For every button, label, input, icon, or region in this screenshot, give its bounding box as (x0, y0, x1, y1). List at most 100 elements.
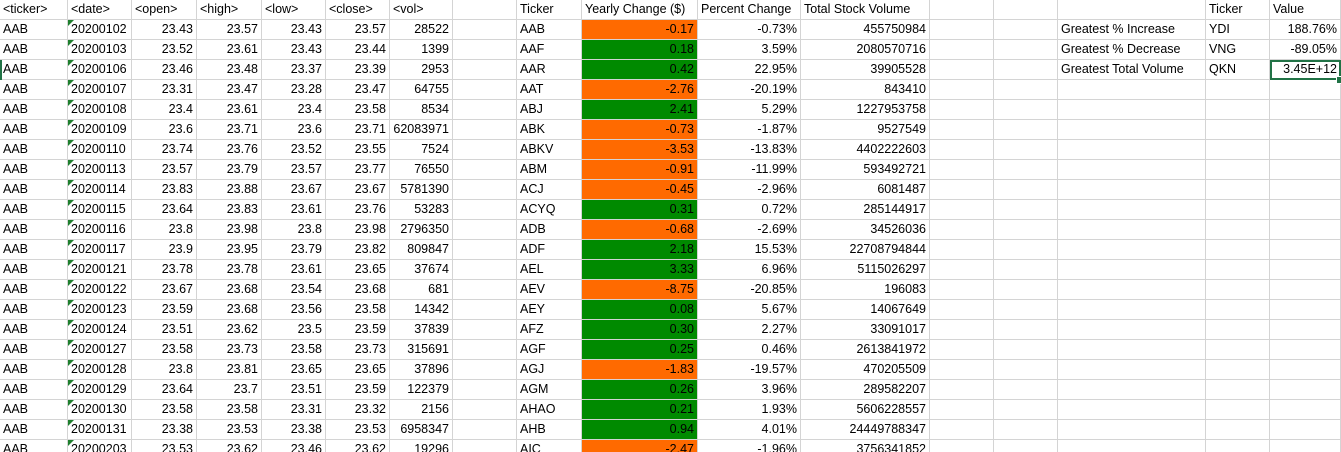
value-cell[interactable]: 23.6 (262, 120, 326, 140)
value-cell[interactable]: 23.31 (262, 400, 326, 420)
value-cell[interactable]: 23.52 (262, 140, 326, 160)
total-volume-cell[interactable]: 24449788347 (801, 420, 930, 440)
ticker-cell[interactable]: AAB (0, 260, 68, 280)
value-cell[interactable]: 23.77 (326, 160, 390, 180)
percent-change-cell[interactable]: 1.93% (698, 400, 801, 420)
summary-ticker-cell[interactable]: AAF (517, 40, 582, 60)
value-cell[interactable]: 28522 (390, 20, 453, 40)
empty-cell[interactable] (1206, 240, 1270, 260)
empty-cell[interactable] (930, 300, 994, 320)
value-cell[interactable]: 23.59 (326, 320, 390, 340)
value-cell[interactable]: 23.62 (326, 440, 390, 452)
summary-ticker-cell[interactable]: ABM (517, 160, 582, 180)
empty-cell[interactable] (1270, 200, 1341, 220)
value-cell[interactable]: 7524 (390, 140, 453, 160)
empty-cell[interactable] (453, 360, 517, 380)
value-cell[interactable]: 23.71 (326, 120, 390, 140)
value-cell[interactable]: 23.56 (262, 300, 326, 320)
value-cell[interactable]: 23.61 (262, 260, 326, 280)
summary-ticker-cell[interactable]: AAB (517, 20, 582, 40)
percent-change-cell[interactable]: 3.96% (698, 380, 801, 400)
value-cell[interactable]: 23.82 (326, 240, 390, 260)
value-cell[interactable]: 23.8 (132, 220, 197, 240)
yearly-change-cell[interactable]: 0.31 (582, 200, 698, 220)
empty-cell[interactable] (930, 360, 994, 380)
value-cell[interactable]: 23.8 (132, 360, 197, 380)
date-cell[interactable]: 20200127 (68, 340, 132, 360)
percent-change-cell[interactable]: -0.73% (698, 20, 801, 40)
empty-cell[interactable] (930, 380, 994, 400)
value-cell[interactable]: 23.68 (197, 300, 262, 320)
column-header-cell[interactable]: <close> (326, 0, 390, 20)
value-cell[interactable]: 64755 (390, 80, 453, 100)
total-volume-cell[interactable]: 34526036 (801, 220, 930, 240)
value-cell[interactable]: 2953 (390, 60, 453, 80)
empty-cell[interactable] (994, 200, 1058, 220)
date-cell[interactable]: 20200116 (68, 220, 132, 240)
value-cell[interactable]: 37896 (390, 360, 453, 380)
date-cell[interactable]: 20200114 (68, 180, 132, 200)
date-cell[interactable]: 20200130 (68, 400, 132, 420)
empty-cell[interactable] (453, 400, 517, 420)
value-cell[interactable]: 23.38 (262, 420, 326, 440)
value-cell[interactable]: 23.83 (132, 180, 197, 200)
empty-cell[interactable] (453, 100, 517, 120)
value-cell[interactable]: 23.37 (262, 60, 326, 80)
value-cell[interactable]: 5781390 (390, 180, 453, 200)
greatest-header-cell[interactable]: Value (1270, 0, 1341, 20)
empty-cell[interactable] (1206, 400, 1270, 420)
empty-cell[interactable] (1206, 200, 1270, 220)
summary-header-cell[interactable]: Ticker (517, 0, 582, 20)
ticker-cell[interactable]: AAB (0, 60, 68, 80)
empty-cell[interactable] (1206, 300, 1270, 320)
value-cell[interactable]: 23.32 (326, 400, 390, 420)
ticker-cell[interactable]: AAB (0, 440, 68, 452)
total-volume-cell[interactable]: 3756341852 (801, 440, 930, 452)
empty-cell[interactable] (1270, 360, 1341, 380)
value-cell[interactable]: 23.67 (262, 180, 326, 200)
empty-cell[interactable] (1206, 100, 1270, 120)
yearly-change-cell[interactable]: 0.30 (582, 320, 698, 340)
empty-cell[interactable] (1058, 320, 1206, 340)
summary-header-cell[interactable]: Yearly Change ($) (582, 0, 698, 20)
empty-cell[interactable] (453, 120, 517, 140)
yearly-change-cell[interactable]: -0.91 (582, 160, 698, 180)
percent-change-cell[interactable]: -1.96% (698, 440, 801, 452)
ticker-cell[interactable]: AAB (0, 20, 68, 40)
ticker-cell[interactable]: AAB (0, 160, 68, 180)
empty-cell[interactable] (1270, 120, 1341, 140)
empty-cell[interactable] (1058, 340, 1206, 360)
empty-cell[interactable] (930, 260, 994, 280)
yearly-change-cell[interactable]: -0.17 (582, 20, 698, 40)
date-cell[interactable]: 20200109 (68, 120, 132, 140)
value-cell[interactable]: 23.67 (132, 280, 197, 300)
empty-cell[interactable] (994, 420, 1058, 440)
value-cell[interactable]: 23.4 (262, 100, 326, 120)
empty-cell[interactable] (930, 280, 994, 300)
column-header-cell[interactable]: <high> (197, 0, 262, 20)
summary-ticker-cell[interactable]: AIC (517, 440, 582, 452)
empty-cell[interactable] (930, 40, 994, 60)
empty-cell[interactable] (930, 140, 994, 160)
total-volume-cell[interactable]: 5115026297 (801, 260, 930, 280)
yearly-change-cell[interactable]: 0.08 (582, 300, 698, 320)
empty-cell[interactable] (994, 300, 1058, 320)
value-cell[interactable]: 23.53 (326, 420, 390, 440)
value-cell[interactable]: 23.52 (132, 40, 197, 60)
date-cell[interactable]: 20200131 (68, 420, 132, 440)
empty-cell[interactable] (994, 0, 1058, 20)
empty-cell[interactable] (994, 380, 1058, 400)
date-cell[interactable]: 20200129 (68, 380, 132, 400)
date-cell[interactable]: 20200121 (68, 260, 132, 280)
summary-ticker-cell[interactable]: AGJ (517, 360, 582, 380)
value-cell[interactable]: 23.58 (132, 340, 197, 360)
value-cell[interactable]: 315691 (390, 340, 453, 360)
empty-cell[interactable] (930, 320, 994, 340)
total-volume-cell[interactable]: 9527549 (801, 120, 930, 140)
value-cell[interactable]: 23.7 (197, 380, 262, 400)
value-cell[interactable]: 23.57 (326, 20, 390, 40)
value-cell[interactable]: 23.57 (262, 160, 326, 180)
summary-ticker-cell[interactable]: AHB (517, 420, 582, 440)
value-cell[interactable]: 23.9 (132, 240, 197, 260)
empty-cell[interactable] (1058, 260, 1206, 280)
